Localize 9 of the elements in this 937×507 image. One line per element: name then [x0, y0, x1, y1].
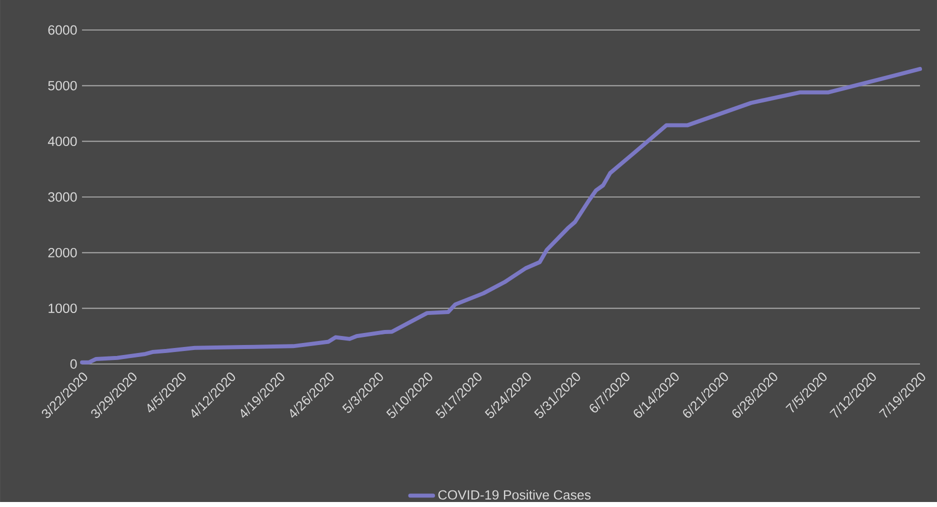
legend-label: COVID-19 Positive Cases	[438, 490, 591, 500]
y-tick-label: 0	[70, 359, 77, 369]
y-tick-label: 3000	[48, 192, 77, 202]
y-tick-label: 5000	[48, 81, 77, 90]
y-tick-label: 2000	[48, 248, 77, 258]
y-tick-label: 1000	[48, 304, 77, 314]
y-tick-label: 6000	[48, 25, 77, 35]
line-series	[80, 67, 922, 364]
y-tick-label: 4000	[48, 136, 77, 146]
